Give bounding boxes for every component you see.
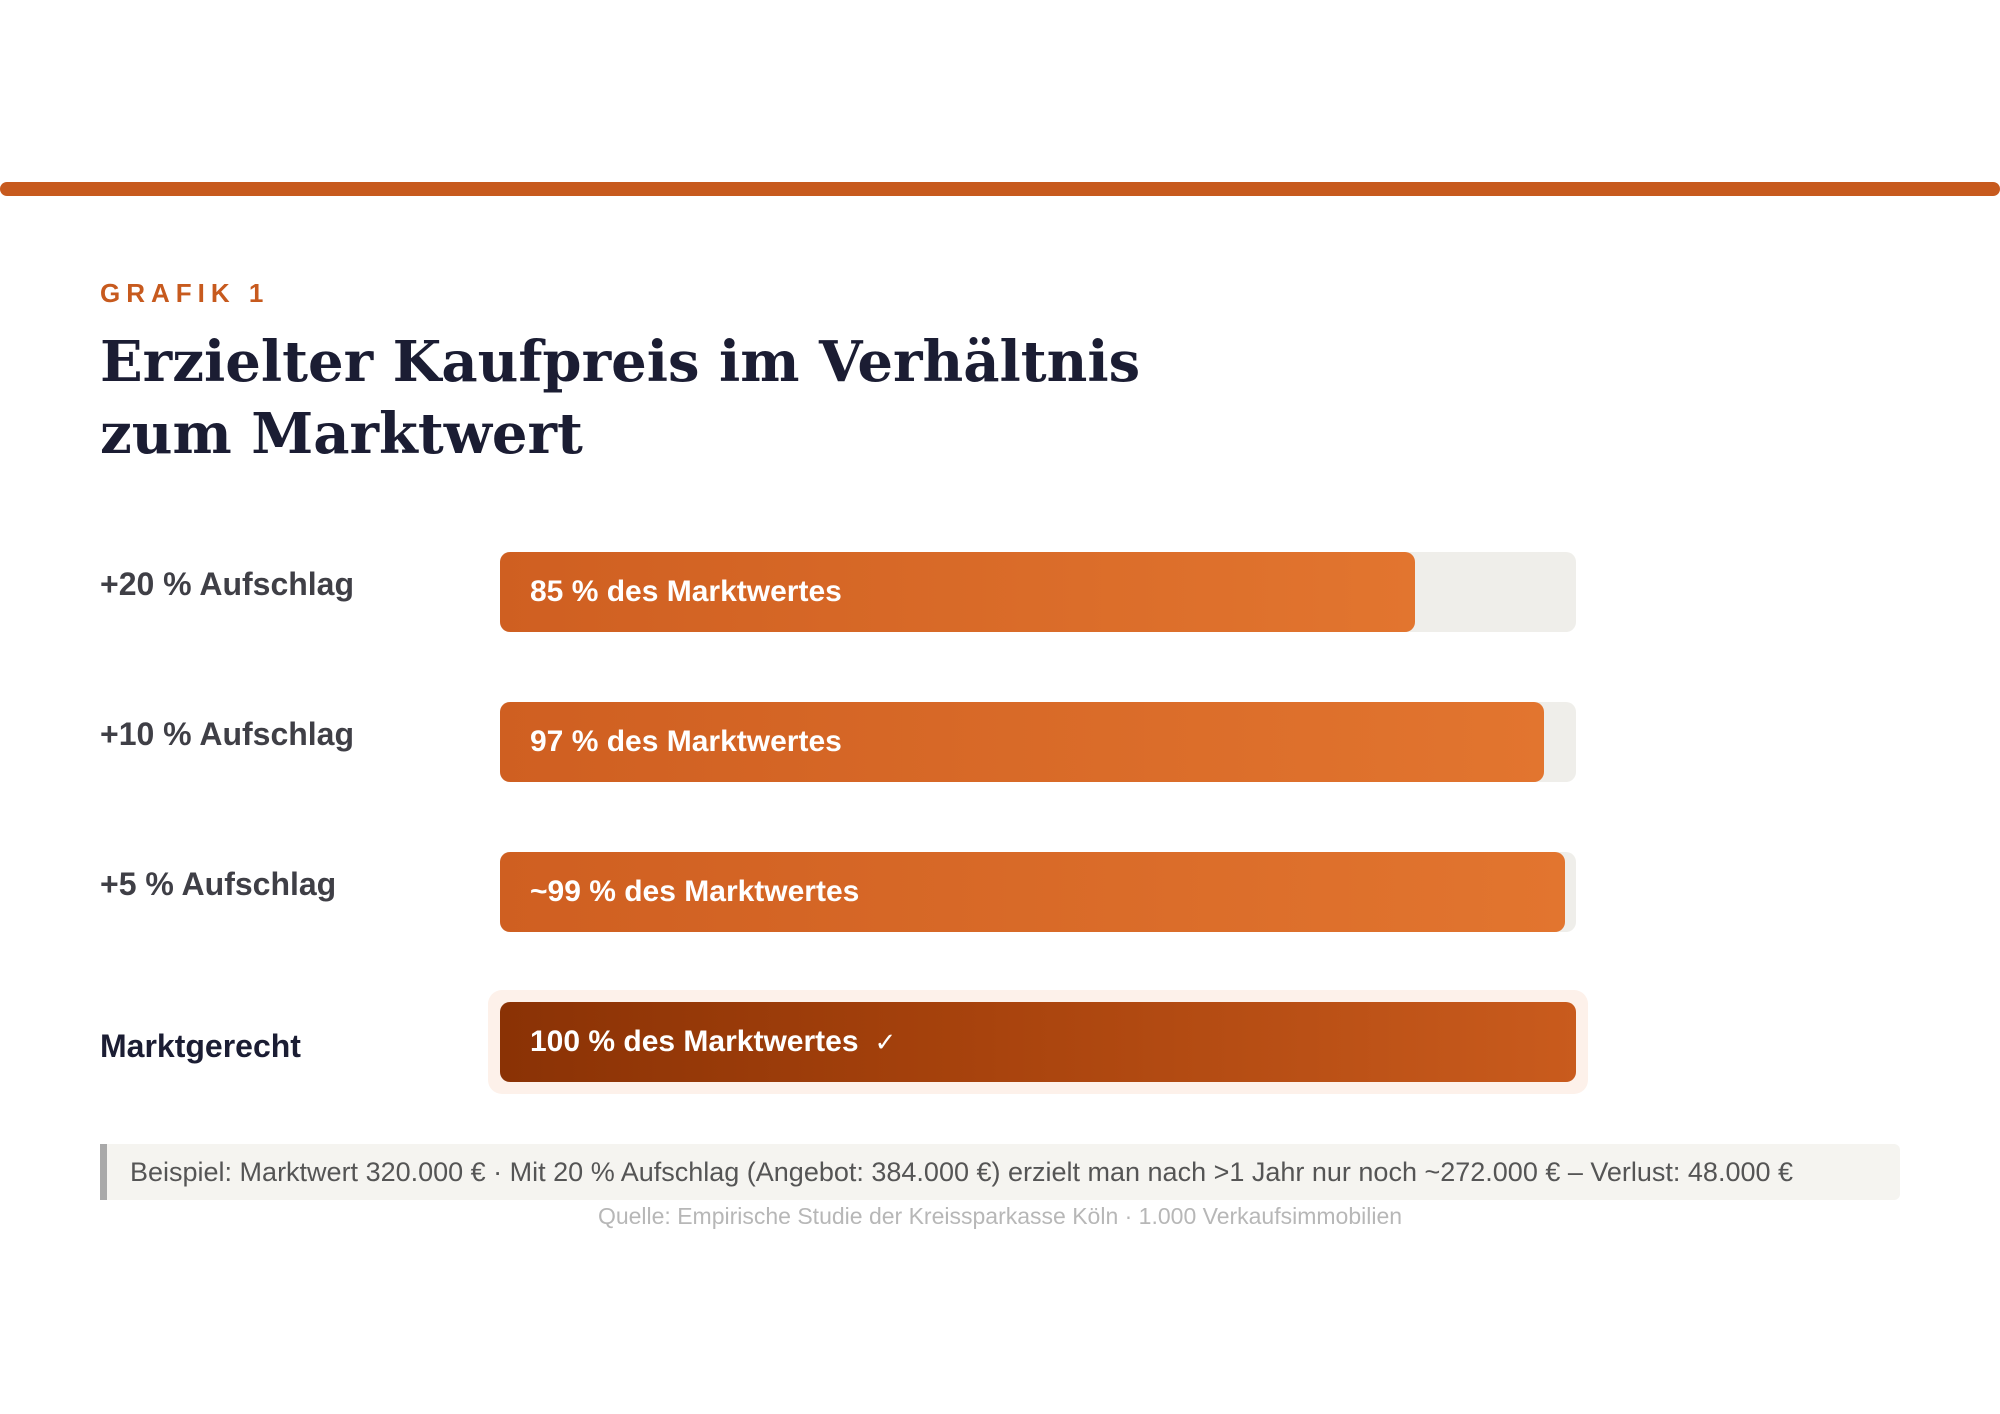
bar-value-text: 85 % des Marktwertes xyxy=(530,575,842,608)
checkmark-icon: ✓ xyxy=(874,1028,897,1058)
bar: 97 % des Marktwertes xyxy=(500,702,1544,782)
bar-value-label: 85 % des Marktwertes xyxy=(530,552,842,632)
source-caption: Quelle: Empirische Studie der Kreisspark… xyxy=(597,1203,1403,1229)
bar-value-text: 97 % des Marktwertes xyxy=(530,725,842,758)
category-label: +5 % Aufschlag xyxy=(100,866,337,902)
bar-track: 100 % des Marktwertes ✓ xyxy=(500,1002,1576,1082)
bar-value-label: ~99 % des Marktwertes xyxy=(530,852,859,932)
figure-kicker: GRAFIK 1 xyxy=(100,278,270,308)
bar: 100 % des Marktwertes ✓ xyxy=(500,1002,1576,1082)
top-accent-rule xyxy=(0,182,2000,196)
category-label: +20 % Aufschlag xyxy=(100,566,355,602)
bar-value-text: ~99 % des Marktwertes xyxy=(530,875,860,908)
bar: ~99 % des Marktwertes xyxy=(500,852,1565,932)
bar-track: 85 % des Marktwertes xyxy=(500,552,1576,632)
category-label: Marktgerecht xyxy=(100,1028,301,1064)
category-label: +10 % Aufschlag xyxy=(100,716,355,752)
bar-value-label: 100 % des Marktwertes ✓ xyxy=(530,1002,896,1083)
example-note: Beispiel: Marktwert 320.000 € · Mit 20 %… xyxy=(100,1144,1900,1200)
bar-track: 97 % des Marktwertes xyxy=(500,702,1576,782)
bar-value-label: 97 % des Marktwertes xyxy=(530,702,842,782)
bar-track: ~99 % des Marktwertes xyxy=(500,852,1576,932)
bar: 85 % des Marktwertes xyxy=(500,552,1415,632)
bar-value-text: 100 % des Marktwertes xyxy=(530,1025,859,1058)
chart-title: Erzielter Kaufpreis im Verhältnis zum Ma… xyxy=(100,329,1141,467)
